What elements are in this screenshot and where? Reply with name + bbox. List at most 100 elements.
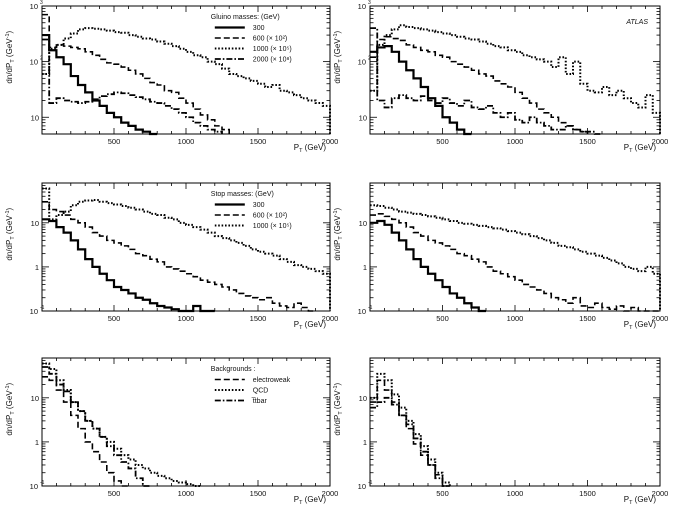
y-tick-label: 1 — [35, 263, 39, 272]
legend-label: t̅tbar — [251, 397, 268, 405]
x-tick-label: 1500 — [579, 137, 596, 146]
legend-label: 300 — [253, 25, 265, 32]
x-tick-label: 1500 — [579, 314, 596, 323]
y-tick-label: 10 — [30, 2, 38, 11]
series-300-line — [42, 218, 215, 313]
y-axis-title: dn/dPT (GeV-1) — [333, 30, 344, 83]
series-1-line — [370, 379, 450, 487]
series-300-line — [42, 33, 158, 136]
x-tick-label: 500 — [108, 137, 121, 146]
x-axis-title: PT (GeV) — [294, 143, 327, 154]
plot-frame — [41, 5, 331, 135]
series-electroweak-line — [42, 375, 129, 487]
x-tick-label: 1500 — [250, 314, 267, 323]
y-tick-exponent: -1 — [40, 480, 45, 486]
y-tick-exponent: 2 — [40, 56, 43, 62]
y-axis-title: dn/dPT (GeV-1) — [5, 382, 16, 435]
x-tick-label: 2000 — [652, 137, 669, 146]
y-tick-label: 10 — [31, 219, 39, 228]
y-tick-label: 10 — [359, 219, 367, 228]
y-tick-label: 10 — [31, 394, 39, 403]
legend-label: 300 — [253, 202, 265, 209]
y-tick-label: 1 — [363, 263, 367, 272]
y-tick-exponent: 2 — [368, 56, 371, 62]
series-2-line — [370, 35, 589, 134]
x-tick-label: 1000 — [178, 137, 195, 146]
x-tick-label: 1000 — [507, 137, 524, 146]
y-tick-label: 10 — [358, 307, 366, 316]
x-tick-label: 500 — [108, 314, 121, 323]
x-tick-label: 1500 — [579, 489, 596, 498]
atlas-label: ATLAS — [625, 19, 648, 26]
x-tick-label: 1000 — [178, 489, 195, 498]
y-tick-exponent: 3 — [368, 0, 371, 6]
x-tick-label: 2000 — [652, 489, 669, 498]
x-axis-title: PT (GeV) — [294, 320, 327, 331]
x-tick-label: 500 — [436, 314, 449, 323]
y-tick-exponent: 3 — [40, 0, 43, 6]
y-tick-label: 10 — [359, 394, 367, 403]
series-1-line — [370, 45, 472, 136]
y-tick-label: 10 — [358, 58, 366, 67]
series-3-line — [370, 204, 661, 311]
x-tick-label: 500 — [436, 489, 449, 498]
series-600-10--line — [42, 13, 230, 134]
y-tick-label: 1 — [35, 438, 39, 447]
series-1-line — [370, 219, 486, 313]
y-tick-exponent: -1 — [368, 480, 373, 486]
series-qcd-line — [42, 362, 201, 487]
x-tick-label: 1000 — [507, 489, 524, 498]
x-tick-label: 500 — [436, 137, 449, 146]
series-2000-10--line — [42, 38, 223, 134]
x-tick-label: 1000 — [507, 314, 524, 323]
y-axis-title: dn/dPT (GeV-1) — [333, 207, 344, 260]
x-axis-title: PT (GeV) — [624, 320, 657, 331]
legend-label: 600 (× 10²) — [253, 213, 287, 220]
plot-frame — [41, 182, 331, 312]
series-2-line — [370, 372, 451, 486]
y-tick-exponent: -1 — [368, 305, 373, 311]
x-tick-label: 2000 — [322, 137, 339, 146]
y-tick-label: 10 — [30, 58, 38, 67]
legend-header: Backgrounds : — [211, 366, 256, 373]
legend-label: 1000 (× 10⁵) — [253, 223, 292, 230]
y-tick-label: 10 — [31, 113, 39, 122]
y-tick-label: 10 — [30, 482, 38, 491]
legend-label: electroweak — [253, 377, 291, 384]
y-tick-label: 10 — [358, 482, 366, 491]
x-tick-label: 1000 — [178, 314, 195, 323]
y-axis-title: dn/dPT (GeV-1) — [5, 30, 16, 83]
x-tick-label: 2000 — [322, 489, 339, 498]
y-axis-title: dn/dPT (GeV-1) — [5, 207, 16, 260]
legend-header: Gluino masses: (GeV) — [211, 14, 280, 21]
series-2-line — [370, 213, 660, 312]
x-tick-label: 2000 — [322, 314, 339, 323]
series-3-line — [370, 24, 661, 134]
series-t-tbar-line — [42, 366, 150, 487]
x-tick-label: 500 — [108, 489, 121, 498]
y-tick-exponent: -1 — [40, 305, 45, 311]
y-tick-label: 10 — [30, 307, 38, 316]
series-1000-10--line — [42, 187, 331, 311]
legend-header: Stop masses: (GeV) — [211, 191, 274, 198]
series-1000-10--line — [42, 27, 331, 134]
legend-label: 2000 (× 10⁸) — [253, 57, 292, 64]
plot-frame — [369, 182, 661, 312]
series-4-line — [370, 27, 602, 135]
x-axis-title: PT (GeV) — [624, 495, 657, 506]
y-tick-label: 10 — [359, 113, 367, 122]
legend-label: 1000 (× 10⁵) — [253, 46, 292, 53]
y-tick-label: 1 — [363, 438, 367, 447]
y-axis-title: dn/dPT (GeV-1) — [333, 382, 344, 435]
x-axis-title: PT (GeV) — [294, 495, 327, 506]
legend-label: QCD — [253, 388, 269, 395]
x-axis-title: PT (GeV) — [624, 143, 657, 154]
x-tick-label: 2000 — [652, 314, 669, 323]
